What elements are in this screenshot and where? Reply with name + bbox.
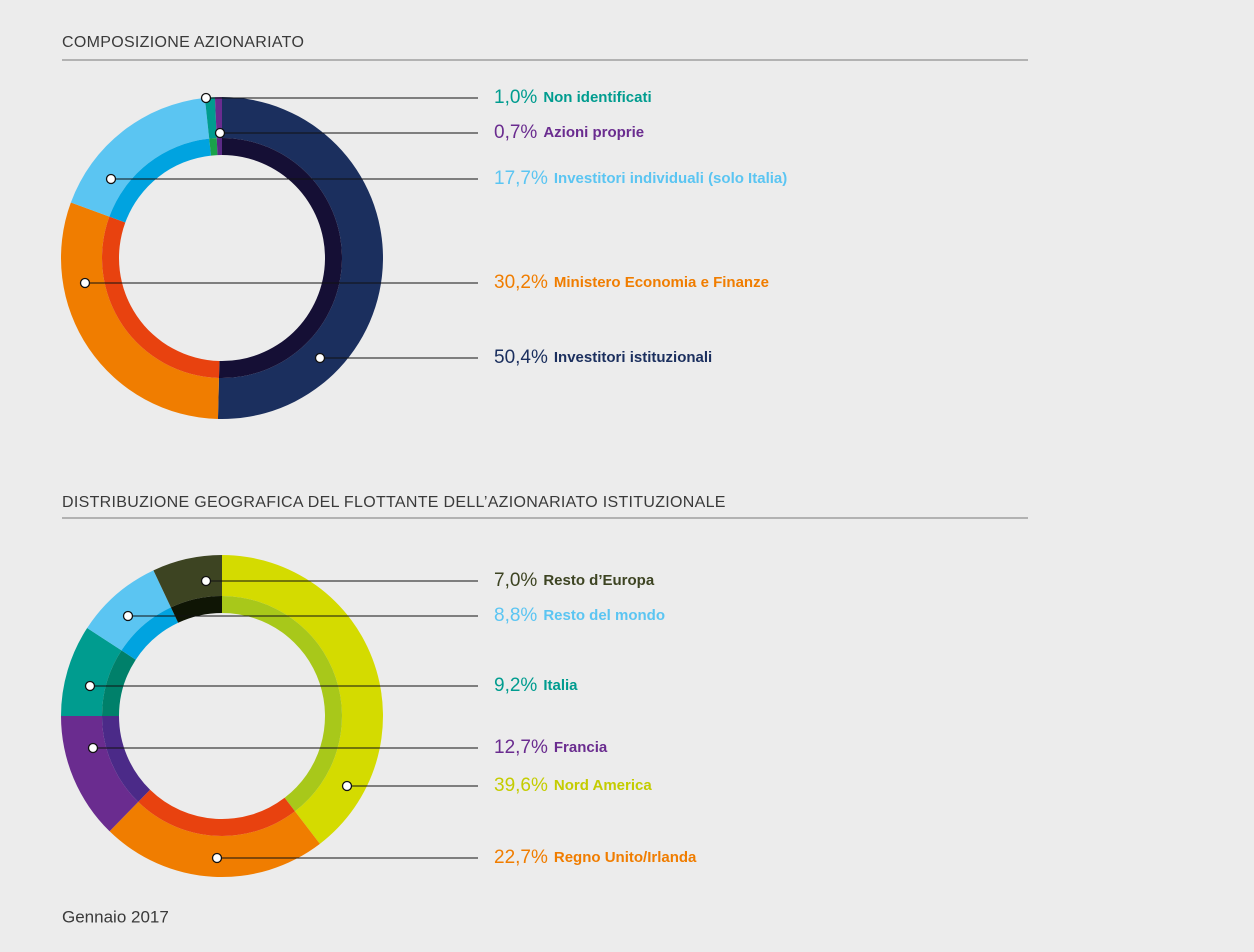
leader-dot <box>211 852 223 864</box>
slice-inner <box>102 650 136 716</box>
value-label: 7,0% <box>494 570 537 591</box>
legend-label: 0,7% Azioni proprie <box>494 122 644 143</box>
leader-dot <box>214 127 226 139</box>
value-label: 22,7% <box>494 847 548 868</box>
slice <box>204 97 217 139</box>
slice <box>222 555 384 844</box>
leader-dot <box>122 610 134 622</box>
value-label: 39,6% <box>494 775 548 796</box>
leader-dot <box>341 780 353 792</box>
slice-inner <box>109 138 212 223</box>
slice <box>214 97 222 139</box>
slice <box>153 555 222 608</box>
leader-dot <box>200 92 212 104</box>
value-label: 17,7% <box>494 168 548 189</box>
category-label: Non identificati <box>543 89 651 106</box>
value-label: 1,0% <box>494 87 537 108</box>
slice-inner <box>121 607 179 660</box>
category-label: Regno Unito/Irlanda <box>554 849 697 866</box>
value-label: 12,7% <box>494 737 548 758</box>
category-label: Ministero Economia e Finanze <box>554 274 769 291</box>
leader-dot <box>79 277 91 289</box>
slice <box>60 202 219 419</box>
leader-dot <box>87 742 99 754</box>
leader-dot <box>200 575 212 587</box>
slice-inner <box>218 138 343 379</box>
category-label: Azioni proprie <box>543 124 644 141</box>
legend-label: 17,7% Investitori individuali (solo Itali… <box>494 168 787 189</box>
slice-inner <box>209 138 218 156</box>
leader-dot <box>314 352 326 364</box>
category-label: Resto d’Europa <box>543 572 655 589</box>
category-label: Investitori individuali (solo Italia) <box>554 170 787 187</box>
slice <box>217 97 383 419</box>
legend-label: 8,8% Resto del mondo <box>494 605 665 626</box>
footer: Gennaio 2017 <box>62 907 169 926</box>
slice <box>60 716 139 832</box>
value-label: 9,2% <box>494 675 537 696</box>
value-label: 50,4% <box>494 347 548 368</box>
legend-label: 39,6% Nord America <box>494 775 652 796</box>
slice-inner <box>102 716 151 802</box>
legend-label: 30,2% Ministero Economia e Finanze <box>494 272 769 293</box>
category-label: Investitori istituzionali <box>554 349 712 366</box>
chart-title: DISTRIBUZIONE GEOGRAFICA DEL FLOTTANTE D… <box>62 494 726 511</box>
slice <box>70 97 210 217</box>
value-label: 30,2% <box>494 272 548 293</box>
legend-label: 7,0% Resto d’Europa <box>494 570 655 591</box>
chart-title: COMPOSIZIONE AZIONARIATO <box>62 34 304 51</box>
slice-inner <box>216 138 222 156</box>
leader-dot <box>105 173 117 185</box>
slice <box>87 570 171 651</box>
legend-label: 12,7% Francia <box>494 737 608 758</box>
legend-label: 50,4% Investitori istituzionali <box>494 347 712 368</box>
slice-inner <box>102 216 220 378</box>
legend-label: 1,0% Non identificati <box>494 87 652 108</box>
value-label: 0,7% <box>494 122 537 143</box>
category-label: Italia <box>543 677 578 694</box>
value-label: 8,8% <box>494 605 537 626</box>
legend-label: 9,2% Italia <box>494 675 578 696</box>
slice-inner <box>222 596 343 812</box>
leader-dot <box>84 680 96 692</box>
category-label: Francia <box>554 739 608 756</box>
slice <box>61 628 122 716</box>
slice-inner <box>138 789 295 836</box>
category-label: Nord America <box>554 777 652 794</box>
legend-label: 22,7% Regno Unito/Irlanda <box>494 847 697 868</box>
category-label: Resto del mondo <box>543 607 665 624</box>
